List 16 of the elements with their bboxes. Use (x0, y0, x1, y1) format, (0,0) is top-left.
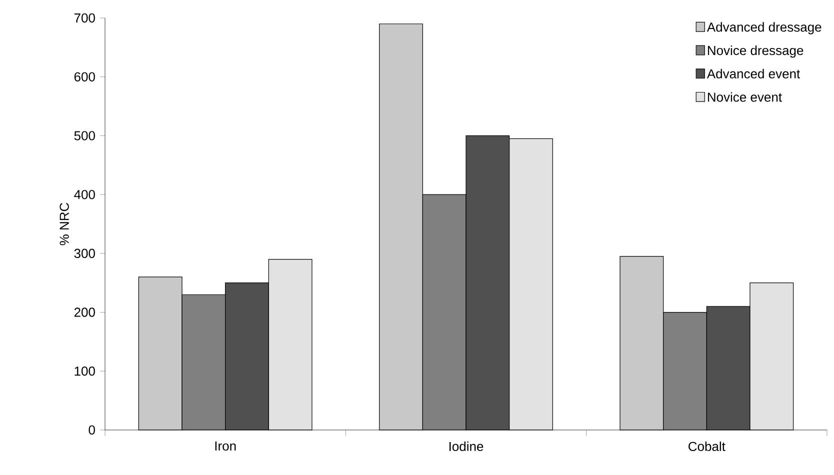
y-tick-label: 700 (74, 13, 95, 23)
y-tick-label: 400 (74, 190, 95, 200)
legend-label: Advanced event (706, 68, 800, 78)
y-tick-label: 300 (74, 248, 95, 258)
y-tick-label: 200 (74, 308, 95, 317)
y-tick-label: 100 (74, 366, 95, 376)
y-tick-label: 0 (88, 425, 95, 435)
legend-label: Advanced dressage (706, 22, 822, 34)
legend-label: Novice dressage (708, 46, 804, 58)
y-tick-label: 600 (74, 72, 95, 82)
x-tick-label: Iron (215, 442, 236, 451)
y-axis-title: % NRC (60, 202, 69, 246)
x-tick-label: Cobalt (688, 442, 726, 452)
x-tick-label: Iodine (450, 442, 484, 452)
legend-label: Novice event (708, 92, 782, 102)
y-tick-label: 500 (74, 131, 95, 140)
